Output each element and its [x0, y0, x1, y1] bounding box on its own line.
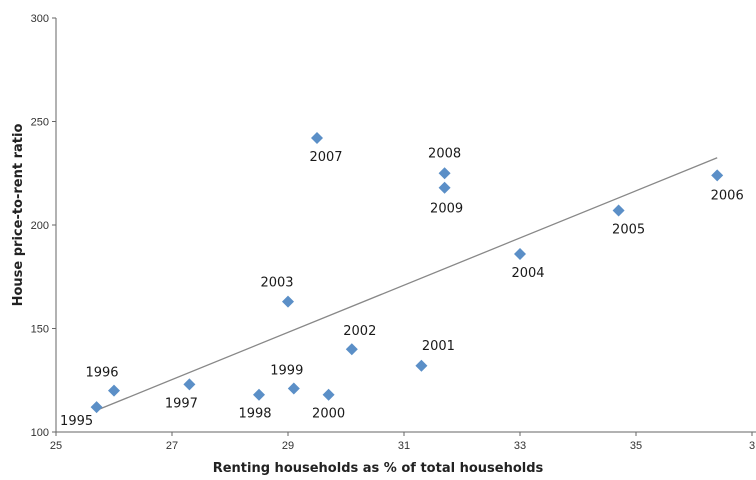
x-tick-label: 29 — [282, 440, 294, 452]
data-point-2006 — [711, 169, 724, 182]
data-point-2001 — [415, 359, 428, 372]
point-label-2003: 2003 — [260, 276, 293, 291]
point-label-1998: 1998 — [238, 407, 271, 422]
point-label-2009: 2009 — [430, 202, 463, 217]
point-label-2005: 2005 — [612, 223, 645, 238]
y-axis-title: House price-to-rent ratio — [11, 124, 26, 307]
data-point-1995 — [90, 401, 103, 414]
data-point-2002 — [345, 343, 358, 356]
x-axis-title: Renting households as % of total househo… — [213, 461, 544, 476]
data-point-2004 — [514, 247, 526, 260]
point-labels: 1995 1996 1997 1998 1999 2000 2001 2002 2003 2004… — [60, 146, 744, 429]
point-label-2008: 2008 — [428, 146, 461, 161]
data-point-2009 — [438, 181, 451, 194]
x-tick-label: 35 — [630, 440, 642, 452]
y-tick-label: 100 — [31, 427, 49, 439]
point-label-2000: 2000 — [312, 407, 345, 422]
data-point-1996 — [108, 384, 120, 397]
y-tick-label: 200 — [31, 220, 49, 232]
point-label-1995: 1995 — [60, 414, 93, 429]
point-label-2004: 2004 — [511, 266, 544, 281]
x-tick-label: 3 — [749, 440, 755, 452]
data-point-1998 — [253, 388, 265, 401]
point-label-2006: 2006 — [711, 188, 744, 203]
point-label-2002: 2002 — [343, 324, 376, 339]
x-tick-label: 27 — [166, 440, 178, 452]
data-point-2003 — [282, 295, 294, 308]
data-point-2007 — [311, 132, 323, 145]
point-label-1996: 1996 — [85, 366, 118, 381]
data-point-1997 — [183, 378, 196, 391]
x-axis-ticks: 25 27 29 31 33 35 3 — [50, 432, 755, 452]
point-label-2001: 2001 — [422, 339, 455, 354]
y-tick-label: 250 — [31, 117, 49, 129]
point-label-1997: 1997 — [165, 396, 198, 411]
x-tick-label: 33 — [514, 440, 526, 452]
x-tick-label: 31 — [398, 440, 410, 452]
x-tick-label: 25 — [50, 440, 62, 452]
y-tick-label: 150 — [31, 324, 49, 336]
point-label-2007: 2007 — [309, 150, 342, 165]
data-point-2005 — [612, 204, 625, 217]
y-tick-label: 300 — [31, 13, 49, 25]
data-point-1999 — [287, 382, 300, 395]
trend-line — [96, 157, 718, 411]
data-points — [90, 132, 724, 414]
y-axis-ticks: 100 150 200 250 300 — [31, 13, 56, 439]
point-label-1999: 1999 — [270, 364, 303, 379]
data-point-2008 — [438, 167, 451, 180]
data-point-2000 — [322, 388, 335, 401]
